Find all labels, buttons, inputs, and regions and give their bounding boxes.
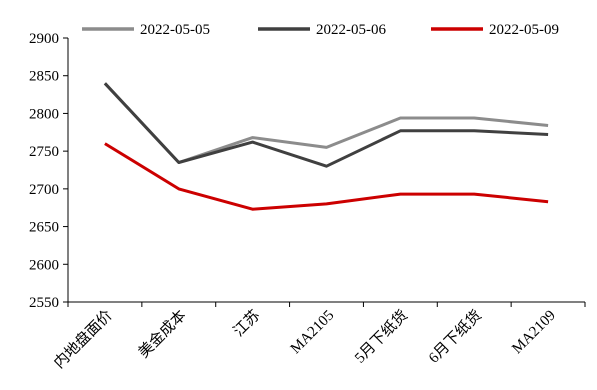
series-line-2022-05-09 (104, 142, 549, 211)
y-tick-label: 2800 (29, 106, 59, 122)
series-line-2022-05-06 (103, 82, 549, 168)
x-tick-label: 5月下纸货 (351, 307, 411, 367)
x-tick-label: 江苏 (230, 307, 263, 340)
x-tick-label: MA2105 (288, 308, 338, 358)
x-tick-label: 美金成本 (135, 307, 189, 361)
y-tick-label: 2750 (29, 144, 59, 160)
x-tick-label: MA2109 (509, 308, 559, 358)
y-tick-label: 2550 (29, 295, 59, 311)
y-tick-label: 2900 (29, 31, 59, 47)
y-tick-label: 2700 (29, 182, 59, 198)
y-tick-label: 2600 (29, 257, 59, 273)
series-line-2022-05-05 (103, 82, 549, 164)
legend-label: 2022-05-09 (489, 22, 559, 38)
y-tick-label: 2650 (29, 220, 59, 236)
legend-label: 2022-05-05 (140, 22, 210, 38)
y-tick-label: 2850 (29, 69, 59, 85)
x-tick-label: 内地盘面价 (50, 306, 116, 372)
x-tick-label: 6月下纸货 (425, 307, 485, 367)
legend-label: 2022-05-06 (316, 22, 386, 38)
